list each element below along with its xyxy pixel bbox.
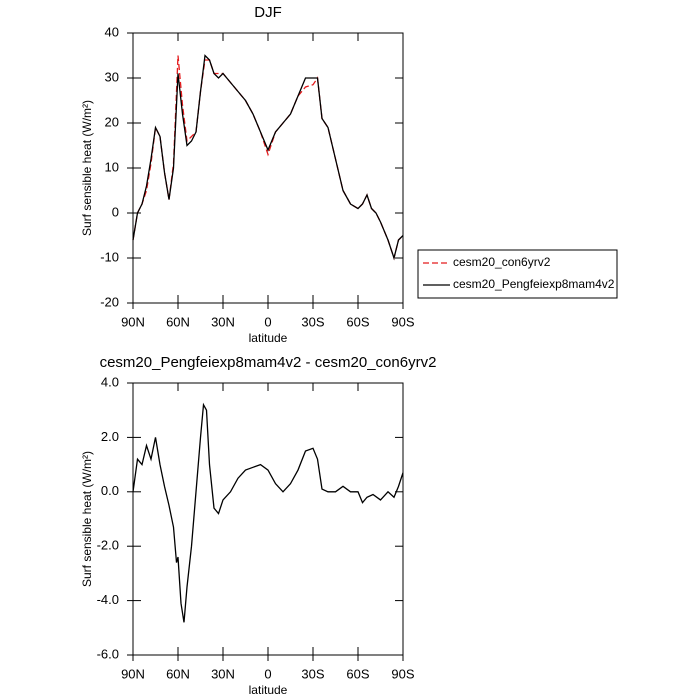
x-tick-label: 60S <box>346 666 369 681</box>
panel: DJF latitude Surf sensible heat (W/m²) -20 -… <box>80 4 618 345</box>
chart-title: cesm20_Pengfeiexp8mam4v2 - cesm20_con6yr… <box>100 354 437 371</box>
plot-frame <box>132 32 404 304</box>
y-tick-label: 4.0 <box>101 374 119 389</box>
data-line <box>132 402 404 623</box>
x-tick-label: 30N <box>211 314 235 329</box>
x-tick-label: 0 <box>264 666 271 681</box>
x-tick-label: 60S <box>346 314 369 329</box>
y-tick-label: 0 <box>112 204 119 219</box>
x-axis-label: latitude <box>249 683 288 697</box>
x-tick-label: 30N <box>211 666 235 681</box>
y-tick-label: 30 <box>105 69 119 84</box>
y-tick-label: 10 <box>105 159 119 174</box>
x-tick-label: 0 <box>264 314 271 329</box>
x-tick-label: 60N <box>166 666 190 681</box>
y-axis-label: Surf sensible heat (W/m²) <box>80 100 94 236</box>
y-tick-label: -20 <box>100 294 119 309</box>
y-tick-label: 20 <box>105 114 119 129</box>
y-tick-label: 2.0 <box>101 429 119 444</box>
x-tick-label: 90N <box>121 666 145 681</box>
y-axis-label: Surf sensible heat (W/m²) <box>80 451 94 587</box>
x-axis-label: latitude <box>249 331 288 345</box>
legend-label: cesm20_con6yrv2 <box>453 255 551 269</box>
y-tick-label: -6.0 <box>97 646 119 661</box>
plot-frame <box>132 382 404 656</box>
x-tick-label: 30S <box>301 666 324 681</box>
chart-title: DJF <box>254 4 282 21</box>
y-tick-label: -2.0 <box>97 538 119 553</box>
x-tick-label: 30S <box>301 314 324 329</box>
x-tick-label: 60N <box>166 314 190 329</box>
legend: cesm20_con6yrv2 cesm20_Pengfeiexp8mam4v2 <box>417 249 618 299</box>
legend-box <box>417 249 618 299</box>
data-line <box>132 54 404 261</box>
y-tick-label: 0.0 <box>101 483 119 498</box>
x-tick-label: 90S <box>391 666 414 681</box>
legend-label: cesm20_Pengfeiexp8mam4v2 <box>453 277 615 291</box>
y-tick-label: -10 <box>100 249 119 264</box>
x-tick-label: 90S <box>391 314 414 329</box>
y-tick-label: -4.0 <box>97 592 119 607</box>
x-tick-label: 90N <box>121 314 145 329</box>
panel: cesm20_Pengfeiexp8mam4v2 - cesm20_con6yr… <box>80 354 436 697</box>
y-tick-label: 40 <box>105 24 119 39</box>
